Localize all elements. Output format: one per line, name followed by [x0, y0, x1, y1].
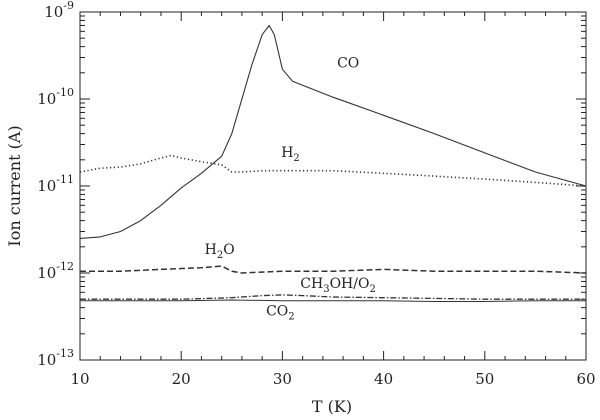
series-label-ch3oh-o2: CH3OH/O2 — [300, 276, 376, 295]
x-tick-label: 60 — [576, 370, 595, 388]
y-tick-label: 10-9 — [44, 0, 74, 21]
x-tick-label: 10 — [70, 370, 89, 388]
y-tick-label: 10-11 — [37, 173, 74, 195]
y-tick-label: 10-10 — [37, 86, 74, 108]
x-tick-label: 40 — [374, 370, 393, 388]
series-label-co2: CO2 — [266, 303, 295, 322]
axis-ticks: 10 20 30 40 50 60 10-13 10-12 10-11 10-10 10-9 — [37, 0, 595, 388]
x-axis-title: T (K) — [312, 397, 352, 416]
x-tick-label: 20 — [172, 370, 191, 388]
series-label-h2: H2 — [281, 145, 300, 164]
series-line-h2 — [79, 154, 587, 187]
series-label-co: CO — [337, 56, 359, 72]
series-line-co — [79, 24, 587, 239]
series-line-h2o — [80, 265, 587, 274]
plot-frame — [79, 11, 587, 361]
series-line-co2 — [80, 299, 586, 302]
series-line-ch3oh-o2 — [80, 294, 586, 300]
series-label-h2o: H2O — [205, 242, 235, 261]
series-lines — [79, 24, 587, 302]
x-tick-label: 50 — [475, 370, 494, 388]
series-labels: CO H2 H2O CH3OH/O2 CO2 — [205, 56, 376, 323]
y-axis-title: Ion current (A) — [5, 125, 24, 246]
x-tick-label: 30 — [273, 370, 292, 388]
y-tick-label: 10-13 — [37, 347, 74, 369]
y-tick-label: 10-12 — [37, 260, 74, 282]
